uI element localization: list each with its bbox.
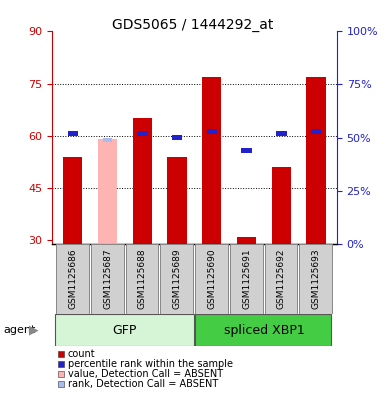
Text: GSM1125690: GSM1125690 xyxy=(207,249,216,309)
Text: count: count xyxy=(68,349,95,359)
Bar xyxy=(172,135,182,140)
Bar xyxy=(311,129,321,134)
Bar xyxy=(133,118,152,244)
Bar xyxy=(126,244,158,314)
Text: GSM1125691: GSM1125691 xyxy=(242,249,251,309)
Bar xyxy=(195,314,331,346)
Bar xyxy=(55,314,194,346)
Bar xyxy=(167,157,187,244)
Text: GDS5065 / 1444292_at: GDS5065 / 1444292_at xyxy=(112,18,273,32)
Bar xyxy=(230,244,263,314)
Bar xyxy=(300,244,332,314)
Text: GSM1125692: GSM1125692 xyxy=(277,249,286,309)
Text: GFP: GFP xyxy=(113,323,137,337)
Bar xyxy=(98,139,117,244)
Bar xyxy=(137,131,147,136)
Text: GSM1125688: GSM1125688 xyxy=(138,249,147,309)
Text: percentile rank within the sample: percentile rank within the sample xyxy=(68,359,233,369)
Bar xyxy=(103,138,112,142)
Text: spliced XBP1: spliced XBP1 xyxy=(224,323,304,337)
Bar xyxy=(67,131,78,136)
Bar xyxy=(195,244,228,314)
Bar xyxy=(306,77,326,244)
Bar xyxy=(91,244,124,314)
Bar xyxy=(63,157,82,244)
Text: ▶: ▶ xyxy=(29,323,38,337)
Text: GSM1125686: GSM1125686 xyxy=(68,249,77,309)
Text: rank, Detection Call = ABSENT: rank, Detection Call = ABSENT xyxy=(68,379,218,389)
Bar xyxy=(264,244,297,314)
Bar xyxy=(56,244,89,314)
Bar xyxy=(276,131,286,136)
Text: GSM1125687: GSM1125687 xyxy=(103,249,112,309)
Text: GSM1125689: GSM1125689 xyxy=(172,249,182,309)
Text: agent: agent xyxy=(4,325,36,335)
Bar xyxy=(202,77,221,244)
Text: GSM1125693: GSM1125693 xyxy=(311,249,321,309)
Bar xyxy=(206,129,217,134)
Bar xyxy=(241,148,252,153)
Bar xyxy=(161,244,193,314)
Text: value, Detection Call = ABSENT: value, Detection Call = ABSENT xyxy=(68,369,223,379)
Bar xyxy=(272,167,291,244)
Bar xyxy=(237,237,256,244)
